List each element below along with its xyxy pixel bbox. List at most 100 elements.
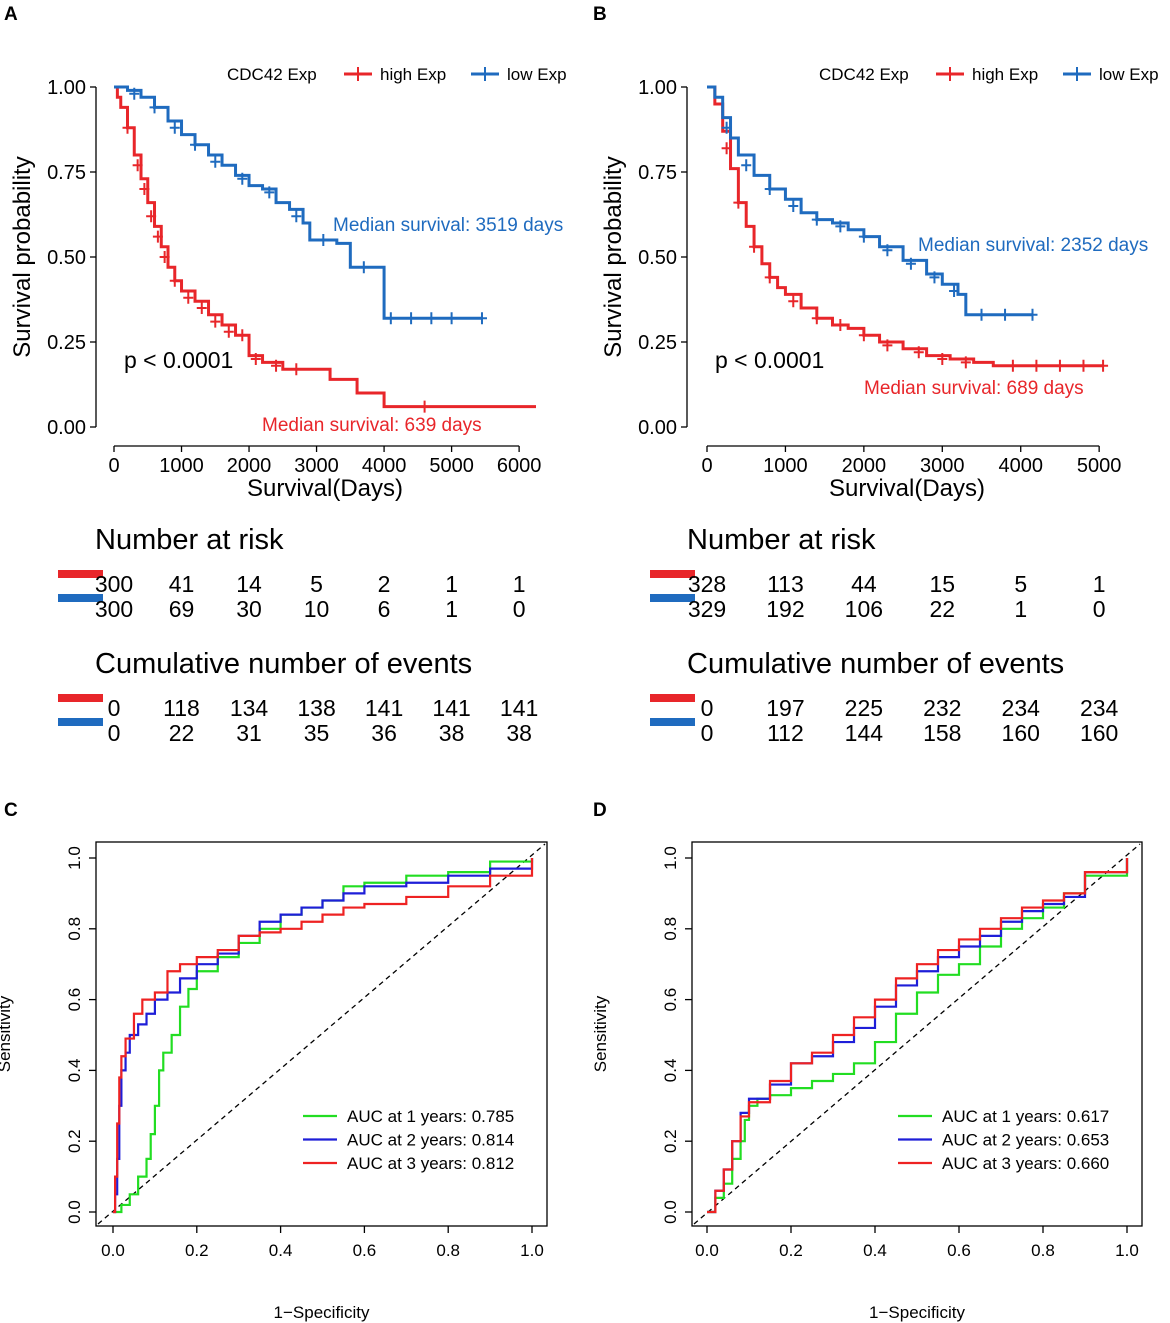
censor-mark	[169, 121, 180, 134]
x-tick-label: 0	[108, 455, 119, 477]
censor-mark	[419, 400, 430, 413]
risk-value-high: 15	[929, 571, 955, 597]
censor-mark	[1078, 359, 1089, 372]
x-tick-label: 1000	[159, 455, 204, 477]
legend-label-low: low Exp	[1099, 65, 1159, 84]
censor-mark	[741, 159, 752, 172]
y-axis-title: Survival probability	[600, 156, 627, 357]
censor-mark	[835, 319, 846, 331]
censor-mark	[788, 295, 799, 308]
km-curve-high	[707, 85, 1104, 368]
risk-value-low: 1	[1014, 596, 1027, 622]
y-axis-title: Survival probability	[9, 156, 36, 357]
censor-mark	[1098, 359, 1109, 372]
reference-diagonal	[97, 843, 546, 1225]
censor-mark	[318, 234, 329, 246]
x-tick-label: 5000	[429, 455, 474, 477]
y-tick-label: 0.25	[47, 332, 86, 354]
x-tick-label: 0.4	[269, 1241, 293, 1260]
censor-mark	[237, 172, 248, 185]
y-tick-label: 0.8	[661, 917, 680, 941]
legend-box	[890, 1076, 1136, 1218]
censor-mark	[250, 353, 261, 365]
censor-mark	[976, 308, 987, 321]
y-tick-label: 1.00	[47, 77, 86, 99]
events-value-high: 138	[297, 695, 335, 721]
risk-row-low-swatch	[650, 594, 695, 602]
risk-value-high: 5	[310, 571, 323, 597]
km-curve-low	[114, 85, 482, 320]
y-axis-title: Sensitivity	[591, 995, 610, 1072]
y-tick-label: 0.00	[638, 417, 677, 439]
risk-value-high: 41	[169, 571, 195, 597]
y-tick-label: 0.2	[65, 1129, 84, 1153]
censor-mark	[960, 356, 971, 369]
events-row-high-swatch	[58, 694, 103, 702]
risk-value-low: 329	[688, 596, 726, 622]
legend-box	[295, 1076, 541, 1218]
censor-mark	[237, 329, 248, 342]
events-value-high: 197	[766, 695, 804, 721]
y-axis-title: Sensitivity	[0, 995, 14, 1072]
risk-value-low: 6	[378, 596, 391, 622]
censor-mark	[1054, 359, 1065, 372]
events-value-high: 234	[1002, 695, 1041, 721]
x-tick-label: 0.0	[695, 1241, 719, 1260]
km-plot-a: 0.000.250.500.751.000 1000 2000 3000 4000 500…	[9, 65, 567, 746]
risk-value-high: 113	[767, 571, 804, 597]
x-tick-label: 0.2	[779, 1241, 803, 1260]
risk-value-low: 300	[95, 596, 133, 622]
events-value-high: 118	[163, 695, 200, 721]
risk-value-low: 106	[845, 596, 883, 622]
events-value-low: 22	[169, 720, 195, 746]
events-value-low: 36	[371, 720, 397, 746]
legend-label-high: high Exp	[380, 65, 446, 84]
events-value-high: 134	[230, 695, 269, 721]
median-survival-high: Median survival: 639 days	[262, 415, 482, 436]
events-value-low: 0	[701, 720, 714, 746]
censor-mark	[882, 339, 893, 352]
x-axis-title: 1−Specificity	[274, 1303, 370, 1322]
risk-value-high: 1	[445, 571, 458, 597]
risk-value-high: 1	[1093, 571, 1106, 597]
censor-mark	[858, 329, 869, 342]
km-curve-low	[707, 85, 1033, 317]
risk-value-low: 69	[169, 596, 195, 622]
risk-value-high: 5	[1014, 571, 1027, 597]
x-tick-label: 4000	[998, 455, 1043, 477]
censor-mark	[385, 312, 396, 325]
events-value-high: 234	[1080, 695, 1119, 721]
risk-value-high: 328	[688, 571, 726, 597]
events-value-low: 0	[108, 720, 121, 746]
x-tick-label: 3000	[920, 455, 965, 477]
x-tick-label: 5000	[1077, 455, 1122, 477]
censor-mark	[291, 210, 302, 223]
events-table-title: Cumulative number of events	[95, 648, 472, 680]
x-tick-label: 0.2	[185, 1241, 209, 1260]
events-value-low: 160	[1080, 720, 1118, 746]
roc-plot-d: 0.0 0.2 0.4 0.6 0.8 1.0 0.0 0.2 0.4 0.6 0.8 1.0 1−Sp…	[591, 841, 1143, 1322]
panel-label-a: A	[4, 4, 18, 25]
risk-value-low: 1	[445, 596, 458, 622]
p-value-label: p < 0.0001	[715, 347, 824, 373]
risk-row-high-swatch	[650, 570, 695, 578]
legend-label-1-year: AUC at 1 years: 0.785	[347, 1107, 514, 1126]
censor-mark	[264, 186, 275, 199]
events-value-high: 0	[108, 695, 121, 721]
risk-table-title: Number at risk	[95, 524, 284, 556]
y-tick-label: 1.0	[65, 846, 84, 870]
censor-mark	[811, 312, 822, 325]
x-tick-label: 3000	[294, 455, 339, 477]
panel-label-c: C	[4, 800, 18, 821]
y-tick-label: 0.6	[661, 988, 680, 1012]
roc-curve-3-year	[707, 858, 1129, 1214]
events-value-low: 31	[236, 720, 262, 746]
x-axis-title: Survival(Days)	[247, 475, 403, 502]
censor-mark	[1007, 359, 1018, 372]
legend-label-low: low Exp	[507, 65, 567, 84]
km-curve-high	[114, 85, 536, 409]
censor-mark	[146, 210, 157, 223]
censor-mark	[733, 196, 744, 209]
events-value-low: 160	[1002, 720, 1040, 746]
